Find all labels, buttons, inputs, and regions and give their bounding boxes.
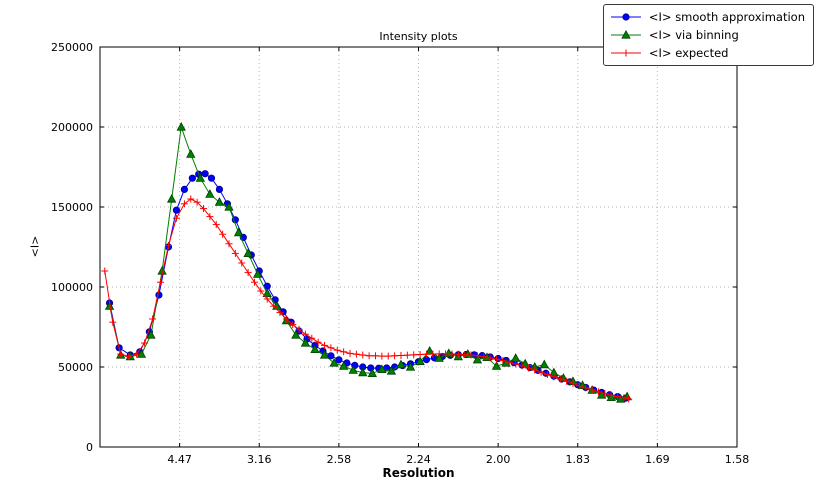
y-tick-label: 50000 bbox=[58, 361, 93, 374]
triangle-marker-icon bbox=[610, 29, 641, 39]
chart-title: Intensity plots bbox=[379, 30, 458, 43]
plus-marker-icon bbox=[610, 49, 641, 57]
x-tick-label: 3.16 bbox=[247, 453, 272, 466]
legend-label: <I> via binning bbox=[648, 28, 739, 42]
legend: <I> smooth approximation <I> via binning <… bbox=[602, 4, 814, 66]
circle-marker-icon bbox=[610, 13, 641, 21]
y-axis-label: <I> bbox=[28, 235, 42, 258]
y-tick-label: 0 bbox=[86, 441, 93, 454]
y-tick-label: 100000 bbox=[51, 281, 93, 294]
legend-item-0: <I> smooth approximation bbox=[609, 8, 805, 26]
series-line bbox=[109, 126, 628, 400]
x-tick-label: 2.58 bbox=[327, 453, 352, 466]
series-1 bbox=[104, 121, 632, 403]
x-tick-label: 1.69 bbox=[645, 453, 670, 466]
x-tick-label: 4.47 bbox=[167, 453, 192, 466]
y-tick-label: 250000 bbox=[51, 41, 93, 54]
legend-item-1: <I> via binning bbox=[609, 26, 805, 44]
y-tick-label: 150000 bbox=[51, 201, 93, 214]
x-tick-label: 1.83 bbox=[566, 453, 591, 466]
legend-label: <I> smooth approximation bbox=[648, 10, 805, 24]
series-2 bbox=[101, 195, 633, 403]
x-tick-label: 1.58 bbox=[725, 453, 750, 466]
y-tick-label: 200000 bbox=[51, 121, 93, 134]
legend-label: <I> expected bbox=[648, 46, 729, 60]
x-tick-label: 2.00 bbox=[486, 453, 511, 466]
x-tick-label: 2.24 bbox=[406, 453, 431, 466]
legend-item-2: <I> expected bbox=[609, 44, 805, 62]
x-axis-label: Resolution bbox=[382, 466, 455, 480]
